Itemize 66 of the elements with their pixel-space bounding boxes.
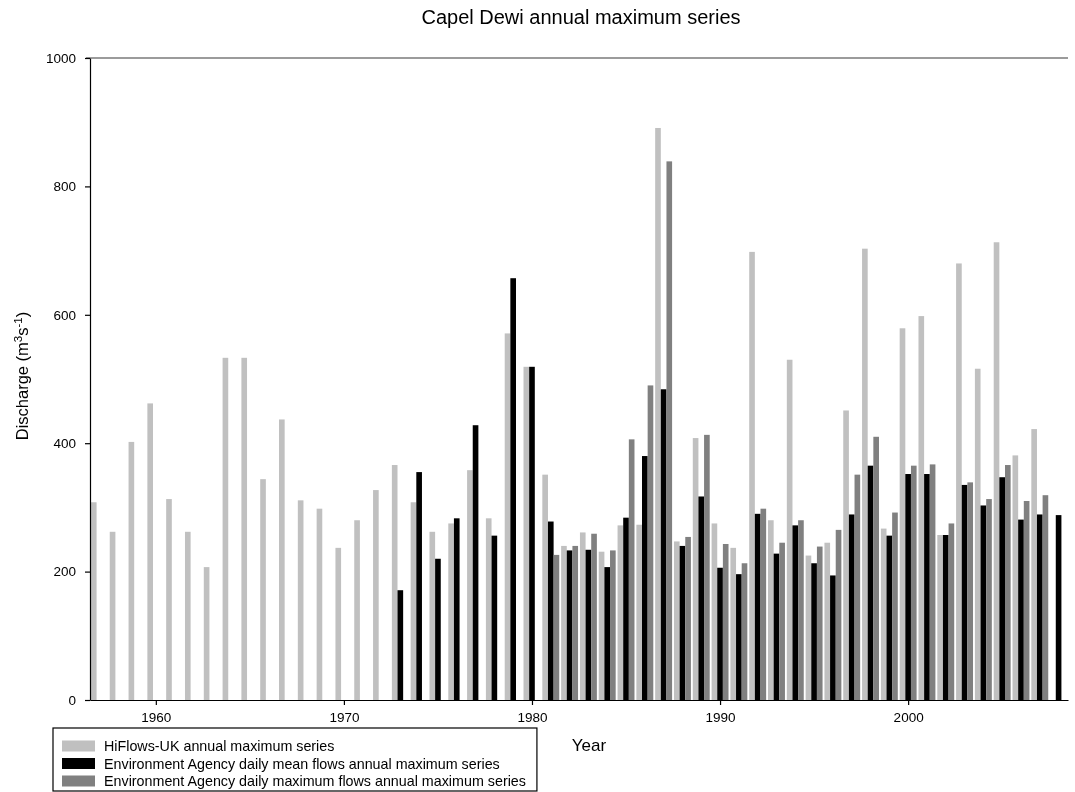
- bar: [779, 542, 785, 700]
- bar: [572, 545, 579, 700]
- bar: [1004, 465, 1011, 700]
- y-tick-label: 400: [53, 436, 76, 452]
- y-tick-label: 600: [53, 307, 76, 323]
- bar: [1031, 429, 1037, 700]
- bar: [90, 502, 97, 700]
- x-tick-label: 2000: [893, 709, 924, 725]
- bar: [685, 536, 691, 700]
- x-tick-label: 1960: [141, 709, 172, 725]
- x-axis-title: Year: [571, 736, 607, 755]
- bar: [448, 523, 454, 700]
- bar: [279, 419, 285, 700]
- bar: [429, 531, 436, 700]
- bar: [956, 263, 962, 700]
- bar: [730, 547, 737, 700]
- bar: [335, 547, 342, 700]
- bar: [636, 524, 643, 700]
- bar: [873, 436, 879, 700]
- bar: [655, 127, 661, 700]
- bar: [485, 518, 492, 700]
- chart-title: Capel Dewi annual maximum series: [421, 6, 741, 28]
- legend-label: Environment Agency daily mean flows annual maximum series: [104, 755, 500, 772]
- bar: [579, 532, 586, 700]
- bar: [542, 474, 548, 700]
- x-tick-label: 1990: [705, 709, 736, 725]
- bar: [974, 368, 981, 700]
- bar: [749, 251, 755, 700]
- bar: [467, 470, 473, 700]
- bar: [184, 531, 191, 700]
- bar: [391, 465, 398, 700]
- bar: [147, 403, 154, 700]
- bar: [892, 512, 898, 700]
- bar: [354, 520, 360, 700]
- x-tick-label: 1970: [329, 709, 360, 725]
- x-tick-label: 1980: [517, 709, 548, 725]
- bar: [986, 499, 992, 700]
- bar: [918, 316, 925, 700]
- bar: [768, 520, 774, 700]
- y-tick-label: 1000: [45, 50, 76, 66]
- bar: [260, 479, 266, 700]
- legend-label: HiFlows-UK annual maximum series: [104, 738, 335, 754]
- bar: [166, 499, 172, 700]
- bar: [843, 410, 849, 700]
- y-tick-label: 0: [68, 692, 76, 708]
- bar: [760, 508, 767, 700]
- y-tick-label: 200: [53, 564, 76, 580]
- bar: [937, 535, 943, 700]
- bar: [824, 542, 831, 700]
- bar: [880, 528, 887, 700]
- bar: [673, 541, 680, 700]
- bar: [704, 434, 710, 700]
- bar: [910, 465, 917, 700]
- bar: [666, 161, 673, 700]
- bar: [967, 482, 974, 700]
- bar: [722, 543, 729, 700]
- bar: [610, 550, 616, 700]
- bar: [241, 357, 248, 700]
- bar: [373, 490, 379, 700]
- legend-label: Environment Agency daily maximum flows annual maximum series: [104, 773, 526, 789]
- bar: [798, 520, 804, 700]
- bar: [561, 545, 567, 700]
- bar: [816, 546, 823, 700]
- bar: [591, 533, 597, 700]
- bar: [862, 248, 868, 700]
- y-tick-label: 800: [53, 179, 76, 195]
